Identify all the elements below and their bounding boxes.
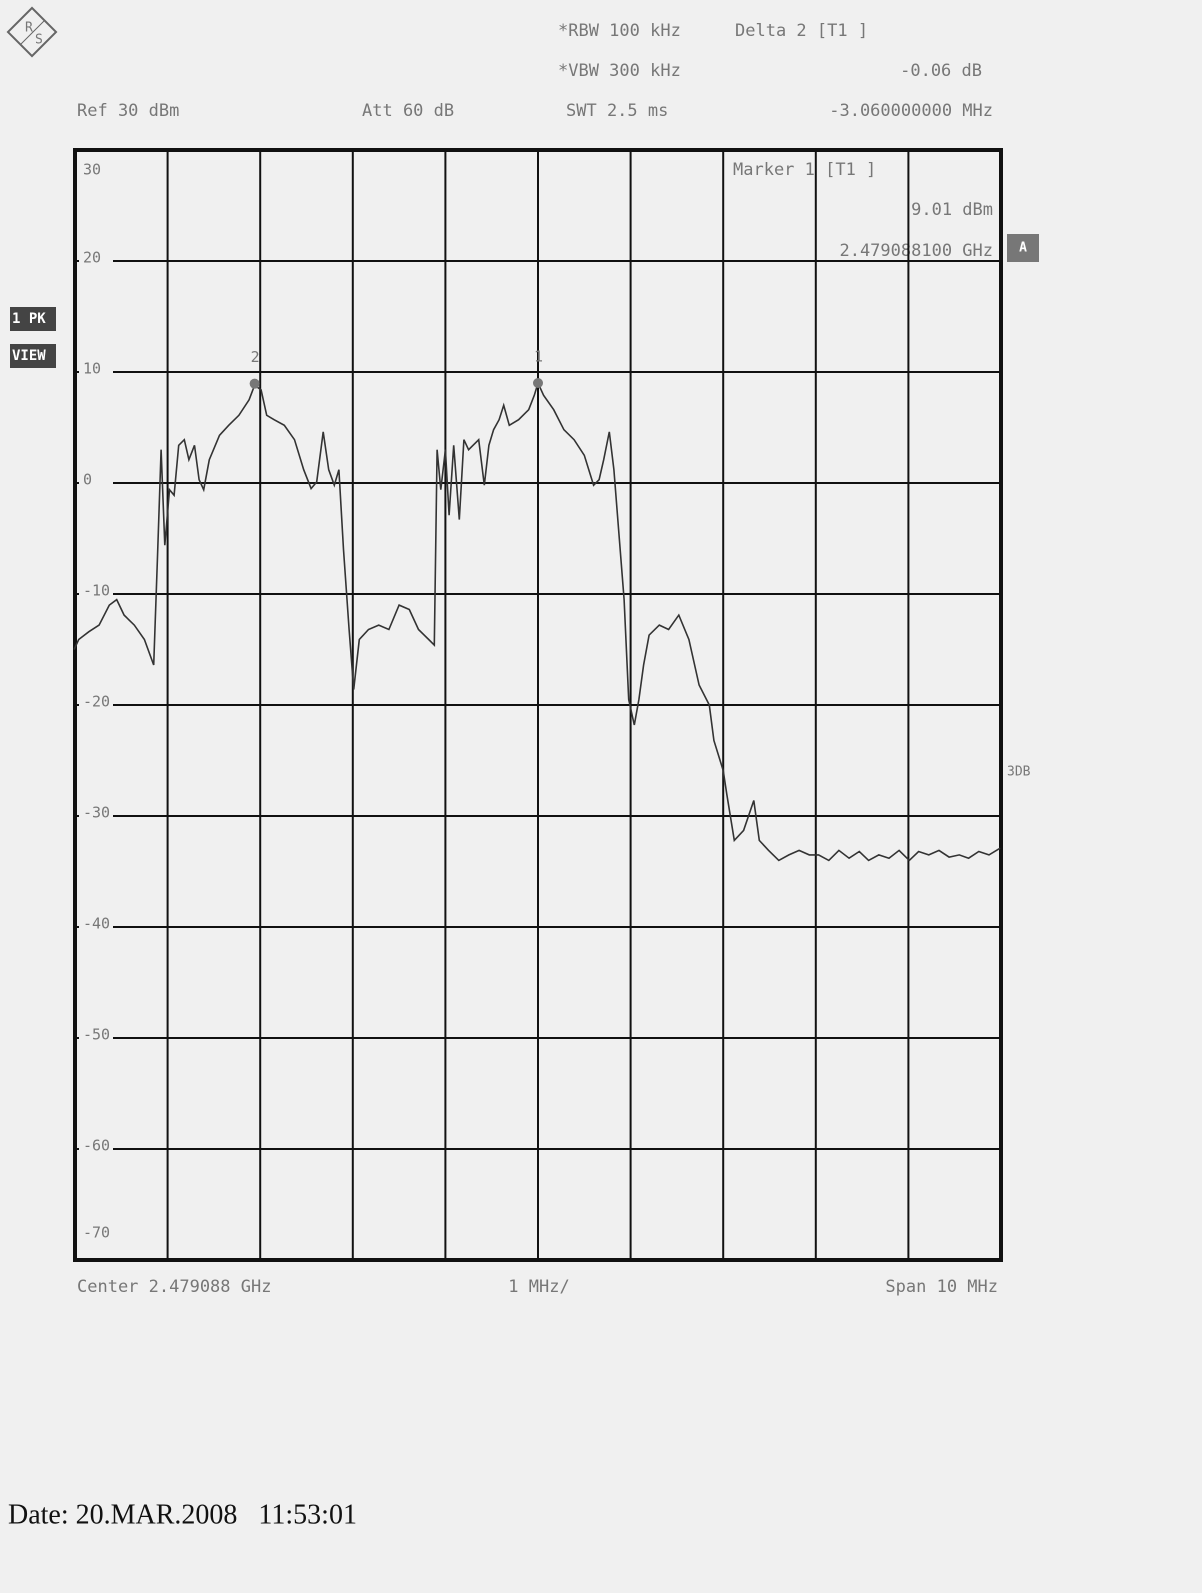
tick-label-bg (79, 917, 113, 933)
marker-level: 9.01 dBm (911, 200, 993, 220)
y-tick-label: 20 (83, 249, 101, 267)
center-label: Center 2.479088 GHz (77, 1277, 271, 1297)
tick-label-bg (79, 806, 113, 822)
delta-freq: -3.060000000 MHz (829, 101, 993, 121)
vbw: *VBW 300 kHz (558, 61, 681, 81)
rbw: *RBW 100 kHz (558, 21, 681, 41)
marker-title: Marker 1 [T1 ] (733, 160, 876, 180)
trace-badge (10, 307, 56, 331)
date: Date: 20.MAR.2008 11:53:01 (8, 1499, 357, 1530)
marker-label: 2 (251, 348, 260, 366)
logo: R S (6, 6, 58, 58)
logo-r: R (25, 21, 33, 36)
marker-dot (249, 378, 260, 389)
tick-label-bg (79, 362, 113, 378)
marker-label: 1 (534, 347, 543, 365)
span-label: Span 10 MHz (885, 1277, 998, 1297)
div-label: 1 MHz/ (508, 1277, 569, 1297)
a-label: A (1019, 241, 1027, 256)
y-tick-label: 30 (83, 161, 101, 179)
marker-dot (533, 377, 543, 388)
tick-label-bg (79, 1139, 113, 1155)
a-badge (1007, 234, 1039, 262)
trace-label: 1 PK (12, 311, 46, 327)
y-tick-label: -30 (83, 804, 110, 822)
tick-label-bg (79, 1028, 113, 1044)
plot-frame (73, 148, 1003, 1262)
trace (73, 380, 1001, 862)
y-tick-label: 10 (83, 360, 101, 378)
ref: Ref 30 dBm (77, 101, 179, 121)
att: Att 60 dB (362, 101, 454, 121)
y-tick-label: -10 (83, 582, 110, 600)
y-tick-label: -20 (83, 693, 110, 711)
logo-slash (19, 19, 46, 46)
delta-level: -0.06 dB (900, 61, 982, 81)
logo-s: S (35, 33, 43, 48)
tick-label-bg (79, 695, 113, 711)
db-label: 3DB (1007, 765, 1031, 780)
tick-label-bg (79, 584, 113, 600)
y-tick-label: -60 (83, 1137, 110, 1155)
view-label: VIEW (12, 348, 46, 364)
view-badge (10, 344, 56, 368)
logo-frame (6, 6, 58, 58)
marker-freq: 2.479088100 GHz (839, 241, 993, 261)
tick-label-bg (79, 251, 113, 267)
y-tick-label: -50 (83, 1026, 110, 1044)
y-tick-label: -40 (83, 915, 110, 933)
delta: Delta 2 [T1 ] (735, 21, 868, 41)
y-tick-label: -70 (83, 1224, 110, 1242)
swt: SWT 2.5 ms (566, 101, 668, 121)
y-tick-label: 0 (83, 471, 92, 489)
tick-label-bg (79, 473, 113, 489)
